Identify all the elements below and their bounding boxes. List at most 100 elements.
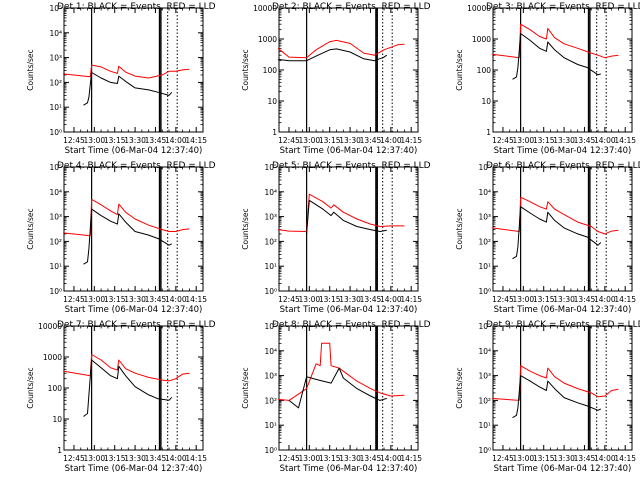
y-tick-label: 1000	[43, 353, 62, 362]
y-tick-label: 10²	[478, 237, 491, 246]
chart-title: Det 3: BLACK = Events, RED = LLD	[486, 2, 640, 12]
y-tick-label: 10⁴	[264, 347, 277, 356]
x-tick-label: 13:45	[574, 454, 596, 463]
x-tick-label: 14:00	[380, 295, 402, 304]
x-tick-label: 12:45	[278, 454, 300, 463]
x-tick-label: 14:15	[400, 136, 422, 145]
y-tick-label: 10³	[478, 372, 491, 381]
x-tick-label: 13:15	[319, 136, 341, 145]
x-tick-label: 14:00	[165, 295, 187, 304]
y-tick-label: 1	[57, 446, 62, 455]
chart-panel-8: Det 8: BLACK = Events, RED = LLD 10⁰ 10¹ 10…	[241, 320, 431, 474]
lld-series-line	[492, 196, 619, 235]
y-tick-label: 10²	[49, 78, 62, 87]
y-tick-label: 10⁵	[264, 322, 277, 331]
plot-frame	[63, 7, 204, 133]
x-tick-label: 14:15	[614, 136, 636, 145]
x-tick-label: 13:00	[299, 454, 321, 463]
x-tick-label: 13:30	[124, 136, 146, 145]
plot-frame	[63, 166, 204, 292]
x-tick-label: 13:15	[104, 454, 126, 463]
chart-title: Det 8: BLACK = Events, RED = LLD	[272, 320, 431, 330]
x-tick-label: 13:00	[84, 295, 106, 304]
events-series-line	[83, 72, 173, 106]
x-tick-label: 13:30	[339, 136, 361, 145]
y-tick-label: 10⁴	[49, 188, 62, 197]
y-tick-label: 1	[272, 128, 277, 137]
x-tick-label: 13:15	[533, 454, 555, 463]
x-tick-label: 13:45	[145, 295, 167, 304]
lld-series-line	[492, 23, 619, 59]
y-tick-label: 100	[477, 66, 492, 75]
y-tick-label: 10⁰	[478, 287, 491, 296]
x-tick-label: 13:00	[299, 136, 321, 145]
x-tick-label: 14:15	[614, 454, 636, 463]
chart-title: Det 5: BLACK = Events, RED = LLD	[272, 161, 431, 171]
x-tick-label: 14:00	[380, 136, 402, 145]
y-tick-label: 10³	[264, 372, 277, 381]
chart-title: Det 7: BLACK = Events, RED = LLD	[57, 320, 216, 330]
x-tick-label: 13:45	[574, 295, 596, 304]
y-tick-label: 10¹	[264, 262, 277, 271]
x-tick-label: 13:00	[513, 295, 535, 304]
x-tick-label: 13:15	[319, 454, 341, 463]
y-tick-label: 1000	[258, 35, 277, 44]
chart-panel-9: Det 9: BLACK = Events, RED = LLD 10⁰ 10¹ 10…	[455, 320, 640, 474]
plot-frame	[492, 166, 633, 292]
x-tick-label: 12:45	[278, 295, 300, 304]
y-axis-label: Counts/sec	[455, 49, 464, 90]
x-axis-label: Start Time (06-Mar-04 12:37:40)	[65, 464, 203, 474]
events-series-line	[306, 199, 387, 234]
x-tick-label: 12:45	[492, 136, 514, 145]
y-tick-label: 10⁴	[478, 347, 491, 356]
y-tick-label: 10⁰	[264, 446, 277, 455]
x-axis-label: Start Time (06-Mar-04 12:37:40)	[280, 305, 418, 315]
x-tick-label: 13:45	[360, 454, 382, 463]
x-tick-label: 13:45	[360, 136, 382, 145]
events-series-line	[512, 33, 601, 80]
x-tick-label: 12:45	[63, 454, 85, 463]
y-tick-label: 10²	[264, 237, 277, 246]
chart-title: Det 6: BLACK = Events, RED = LLD	[486, 161, 640, 171]
x-tick-label: 12:45	[492, 454, 514, 463]
x-tick-label: 14:00	[594, 454, 616, 463]
lld-series-line	[63, 354, 190, 382]
x-axis-label: Start Time (06-Mar-04 12:37:40)	[494, 305, 632, 315]
x-tick-label: 13:15	[533, 295, 555, 304]
y-tick-label: 10	[481, 97, 491, 106]
lld-series-line	[492, 365, 619, 401]
x-tick-label: 13:30	[124, 454, 146, 463]
x-tick-label: 13:45	[145, 136, 167, 145]
y-tick-label: 10000	[253, 4, 277, 13]
x-tick-label: 13:30	[339, 295, 361, 304]
x-tick-label: 12:45	[63, 295, 85, 304]
plot-frame	[63, 325, 204, 451]
y-tick-label: 10³	[49, 54, 62, 63]
events-series-line	[278, 48, 388, 62]
x-tick-label: 13:00	[299, 295, 321, 304]
x-tick-label: 13:00	[84, 454, 106, 463]
chart-title: Det 4: BLACK = Events, RED = LLD	[57, 161, 216, 171]
y-axis-label: Counts/sec	[455, 208, 464, 249]
y-tick-label: 10⁰	[49, 287, 62, 296]
y-axis-label: Counts/sec	[26, 208, 35, 249]
y-axis-label: Counts/sec	[26, 49, 35, 90]
y-tick-label: 10⁵	[264, 163, 277, 172]
x-tick-label: 13:00	[513, 136, 535, 145]
y-tick-label: 100	[263, 66, 278, 75]
y-tick-label: 10²	[264, 396, 277, 405]
x-axis-label: Start Time (06-Mar-04 12:37:40)	[280, 464, 418, 474]
x-axis-label: Start Time (06-Mar-04 12:37:40)	[65, 305, 203, 315]
x-tick-label: 14:15	[185, 454, 207, 463]
y-tick-label: 10⁴	[49, 29, 62, 38]
x-axis-label: Start Time (06-Mar-04 12:37:40)	[494, 146, 632, 156]
x-tick-label: 14:15	[185, 136, 207, 145]
x-tick-label: 13:30	[339, 454, 361, 463]
y-tick-label: 10¹	[49, 262, 62, 271]
plot-frame	[492, 325, 633, 451]
chart-panel-1: Det 1: BLACK = Events, RED = LLD 10⁰ 10¹ 10…	[26, 2, 216, 156]
events-series-line	[83, 359, 173, 417]
x-tick-label: 13:15	[319, 295, 341, 304]
y-tick-label: 10⁵	[478, 322, 491, 331]
